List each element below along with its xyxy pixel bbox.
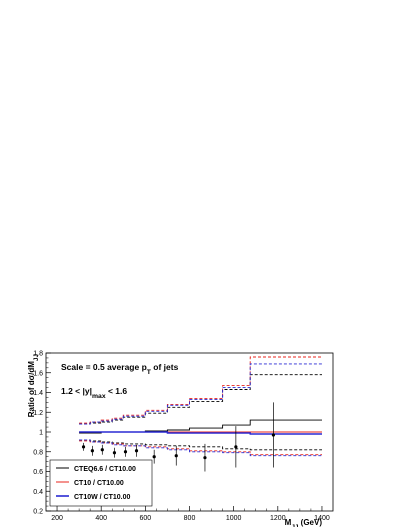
series-ct10w-lower <box>79 439 322 457</box>
x-tick-label: 1400 <box>314 515 330 522</box>
x-tick-label: 600 <box>140 515 152 522</box>
series-cteq-central <box>79 419 322 434</box>
data-point <box>203 456 207 460</box>
x-tick-label: 1000 <box>226 515 242 522</box>
series-cteq-lower <box>79 439 322 451</box>
axis-layer: 200 400 600 800 1000 1200 1400 0.2 0.4 0.6 0.8 1 1.2… <box>33 351 330 523</box>
y-tick-label: 1.6 <box>33 370 43 377</box>
y-tick-label: 0.2 <box>33 509 43 516</box>
y-tick-label: 0.8 <box>33 449 43 456</box>
data-point <box>134 449 139 453</box>
y-tick-label: 1.4 <box>33 390 43 397</box>
annotation-scale: Scale = 0.5 average pT of jets <box>61 362 179 376</box>
legend: CTEQ6.6 / CT10.00 CT10 / CT10.00 CT10W /… <box>49 459 153 507</box>
y-tick-label: 0.4 <box>33 489 43 496</box>
y-tick-label: 1 <box>39 430 43 437</box>
x-tick-label: 1200 <box>270 515 286 522</box>
annotation-rapidity: 1.2 < |y|max < 1.6 <box>61 386 127 400</box>
data-points-layer <box>81 402 275 472</box>
data-point <box>234 445 238 449</box>
data-point <box>123 450 128 454</box>
data-point <box>271 433 275 437</box>
legend-label-ct10: CT10 / CT10.00 <box>74 480 124 487</box>
data-point <box>174 454 178 458</box>
data-point <box>100 448 104 452</box>
legend-box <box>49 459 153 507</box>
x-axis-title: MJJ (GeV) <box>285 518 323 527</box>
x-tick-label: 200 <box>51 515 63 522</box>
data-point <box>81 445 86 449</box>
x-tick-label: 400 <box>95 515 107 522</box>
y-tick-label: 1.8 <box>33 351 43 358</box>
data-point <box>112 451 117 455</box>
x-tick-label: 800 <box>184 515 196 522</box>
data-point <box>90 449 94 453</box>
series-layer <box>79 356 322 457</box>
series-ct10w-upper <box>79 363 322 425</box>
y-axis-title: Ratio of dσ/dMJJ <box>27 354 40 418</box>
legend-label-cteq: CTEQ6.6 / CT10.00 <box>74 466 136 473</box>
legend-label-ct10w: CT10W / CT10.00 <box>74 494 131 501</box>
y-tick-label: 0.6 <box>33 469 43 476</box>
y-tick-label: 1.2 <box>33 410 43 417</box>
series-ct10w-central <box>79 431 322 435</box>
data-point <box>152 455 156 459</box>
